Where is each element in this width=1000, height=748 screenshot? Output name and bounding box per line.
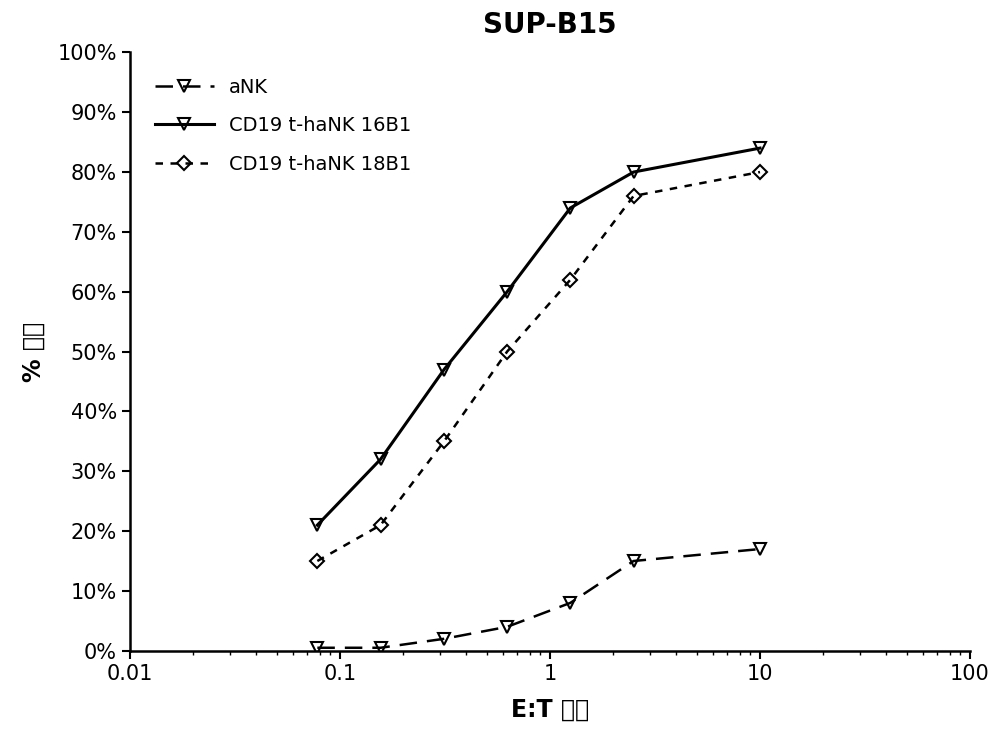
aNK (438, 634, 450, 643)
CD19 t-haNK 18B1 (375, 521, 387, 530)
Y-axis label: % 杀灭: % 杀灭 (22, 322, 46, 381)
CD19 t-haNK 16B1 (754, 144, 766, 153)
aNK (628, 557, 640, 565)
aNK (311, 643, 323, 652)
CD19 t-haNK 18B1 (311, 557, 323, 565)
Title: SUP-B15: SUP-B15 (483, 11, 617, 39)
Line: aNK: aNK (312, 544, 766, 653)
CD19 t-haNK 16B1 (311, 521, 323, 530)
CD19 t-haNK 16B1 (375, 455, 387, 464)
aNK (754, 545, 766, 554)
CD19 t-haNK 18B1 (501, 347, 513, 356)
CD19 t-haNK 18B1 (754, 168, 766, 177)
CD19 t-haNK 18B1 (438, 437, 450, 446)
CD19 t-haNK 16B1 (628, 168, 640, 177)
Line: CD19 t-haNK 16B1: CD19 t-haNK 16B1 (311, 142, 766, 531)
CD19 t-haNK 16B1 (501, 287, 513, 296)
CD19 t-haNK 18B1 (628, 191, 640, 200)
CD19 t-haNK 18B1 (564, 275, 576, 284)
aNK (564, 598, 576, 607)
Legend: aNK, CD19 t-haNK 16B1, CD19 t-haNK 18B1: aNK, CD19 t-haNK 16B1, CD19 t-haNK 18B1 (140, 62, 427, 189)
X-axis label: E:T 比率: E:T 比率 (511, 698, 589, 722)
aNK (501, 622, 513, 631)
aNK (375, 643, 387, 652)
Line: CD19 t-haNK 18B1: CD19 t-haNK 18B1 (312, 168, 765, 565)
CD19 t-haNK 16B1 (438, 365, 450, 374)
CD19 t-haNK 16B1 (564, 203, 576, 212)
